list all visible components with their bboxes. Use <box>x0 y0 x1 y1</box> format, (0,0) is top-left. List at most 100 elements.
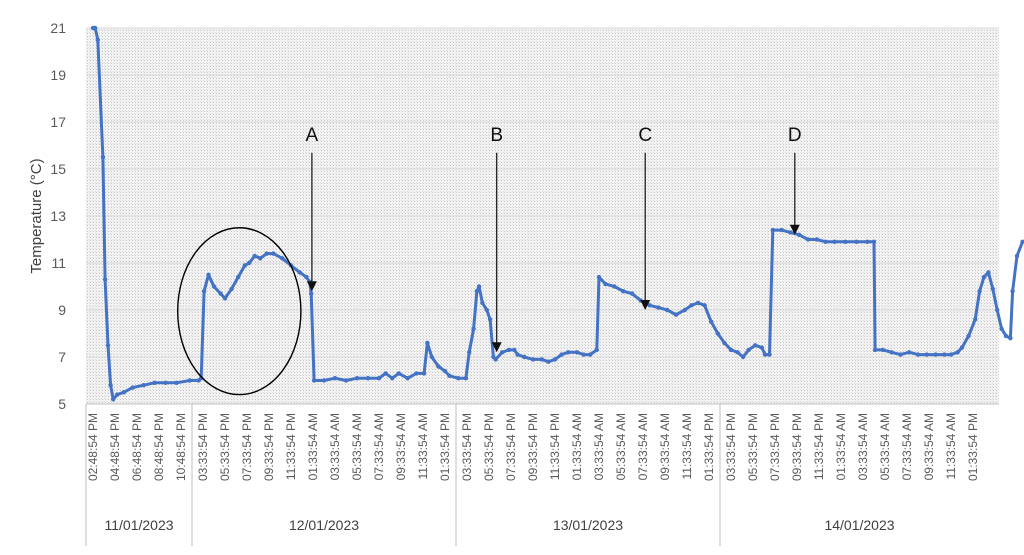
x-tick-label: 07:33:54 PM <box>240 413 254 481</box>
annotation-arrowhead <box>789 224 800 235</box>
data-point <box>480 300 485 306</box>
data-point <box>493 357 498 362</box>
data-point <box>467 350 472 355</box>
y-tick-label: 17 <box>50 114 66 130</box>
data-point <box>673 312 679 317</box>
x-tick-label: 11:33:54 AM <box>416 413 430 480</box>
data-point <box>93 25 98 31</box>
x-tick-label: 11:33:54 AM <box>944 413 958 480</box>
data-point <box>539 357 544 362</box>
data-point <box>612 284 617 289</box>
data-point <box>695 300 701 306</box>
data-point <box>280 256 285 261</box>
data-point <box>229 286 234 292</box>
x-tick-label: 07:33:54 PM <box>504 413 518 481</box>
x-tick-label: 06:48:54 PM <box>130 413 144 481</box>
data-point <box>898 352 903 357</box>
x-tick-label: 03:33:54 PM <box>460 413 474 481</box>
x-tick-label: 07:33:54 AM <box>372 413 386 480</box>
data-point <box>559 352 564 357</box>
date-group-label: 14/01/2023 <box>824 517 894 533</box>
data-point <box>130 385 135 390</box>
x-tick-label: 01:33:54 PM <box>966 413 980 481</box>
data-point <box>574 350 580 355</box>
y-tick-label: 13 <box>50 208 66 224</box>
data-point <box>981 274 987 280</box>
annotation-arrowhead <box>640 300 651 310</box>
data-point <box>105 343 111 348</box>
data-point <box>258 256 263 261</box>
data-point <box>206 272 211 277</box>
data-point <box>872 347 878 353</box>
data-point <box>999 326 1004 331</box>
data-point <box>383 371 388 376</box>
date-group-label: 13/01/2023 <box>553 517 623 533</box>
x-tick-label: 11:33:54 PM <box>812 413 826 480</box>
x-tick-label: 05:33:54 AM <box>878 413 892 480</box>
data-point <box>865 239 870 244</box>
data-point <box>102 277 108 282</box>
data-point <box>948 352 954 357</box>
x-tick-label: 09:33:54 AM <box>658 413 672 480</box>
data-point <box>995 307 1000 313</box>
data-point <box>242 263 247 268</box>
data-point <box>656 305 661 310</box>
data-point <box>512 347 517 353</box>
data-point <box>797 232 802 237</box>
data-point <box>942 352 947 357</box>
data-point <box>759 345 764 350</box>
x-tick-label: 05:33:54 AM <box>614 413 628 480</box>
data-point <box>271 251 276 256</box>
x-tick-label: 01:33:54 PM <box>438 413 452 481</box>
date-group-label: 12/01/2023 <box>289 517 359 533</box>
data-point <box>211 284 217 289</box>
data-point <box>311 378 317 383</box>
x-tick-label: 08:48:54 PM <box>152 413 166 481</box>
data-point <box>247 260 252 266</box>
data-point <box>629 291 635 296</box>
data-point <box>702 303 707 308</box>
y-tick-label: 19 <box>50 67 66 83</box>
data-point <box>442 368 448 374</box>
data-point <box>163 380 168 385</box>
data-point <box>1014 253 1020 259</box>
data-point <box>986 270 991 275</box>
data-point <box>152 380 157 385</box>
x-tick-label: 01:33:54 AM <box>834 413 848 480</box>
data-point <box>594 347 599 353</box>
x-tick-label: 09:33:54 AM <box>922 413 936 480</box>
data-point <box>1020 239 1024 244</box>
gridlines <box>86 27 999 358</box>
date-group-label: 11/01/2023 <box>104 517 173 533</box>
data-point <box>788 230 793 235</box>
data-point <box>924 352 929 357</box>
data-point <box>682 307 687 313</box>
data-point <box>515 352 520 357</box>
data-point <box>297 270 302 275</box>
data-point <box>376 376 382 381</box>
x-tick-label: 03:33:54 AM <box>592 413 606 480</box>
data-point <box>955 350 960 355</box>
data-point <box>456 376 461 381</box>
data-point <box>871 239 877 244</box>
x-tick-label: 09:33:54 PM <box>262 413 276 481</box>
x-tick-label: 11:33:54 PM <box>548 413 562 480</box>
data-point <box>779 227 784 233</box>
data-point <box>421 371 427 376</box>
data-point <box>425 340 430 346</box>
y-axis: 5 7 9 11 13 15 17 19 21 <box>50 20 66 412</box>
data-point <box>121 390 127 395</box>
x-axis: 02:48:54 PM 04:48:54 PM 06:48:54 PM 08:48:5… <box>86 403 999 481</box>
data-point <box>264 251 269 256</box>
x-tick-label: 09:33:54 PM <box>526 413 540 481</box>
x-tick-label: 03:33:54 AM <box>856 413 870 480</box>
x-tick-label: 03:33:54 PM <box>196 413 210 481</box>
x-tick-label: 07:33:54 PM <box>768 413 782 481</box>
data-point <box>95 37 101 42</box>
data-point <box>321 378 327 383</box>
data-point <box>740 354 746 360</box>
series-group <box>90 25 1024 402</box>
x-tick-label: 01:33:54 PM <box>702 413 716 481</box>
data-point <box>621 289 626 294</box>
